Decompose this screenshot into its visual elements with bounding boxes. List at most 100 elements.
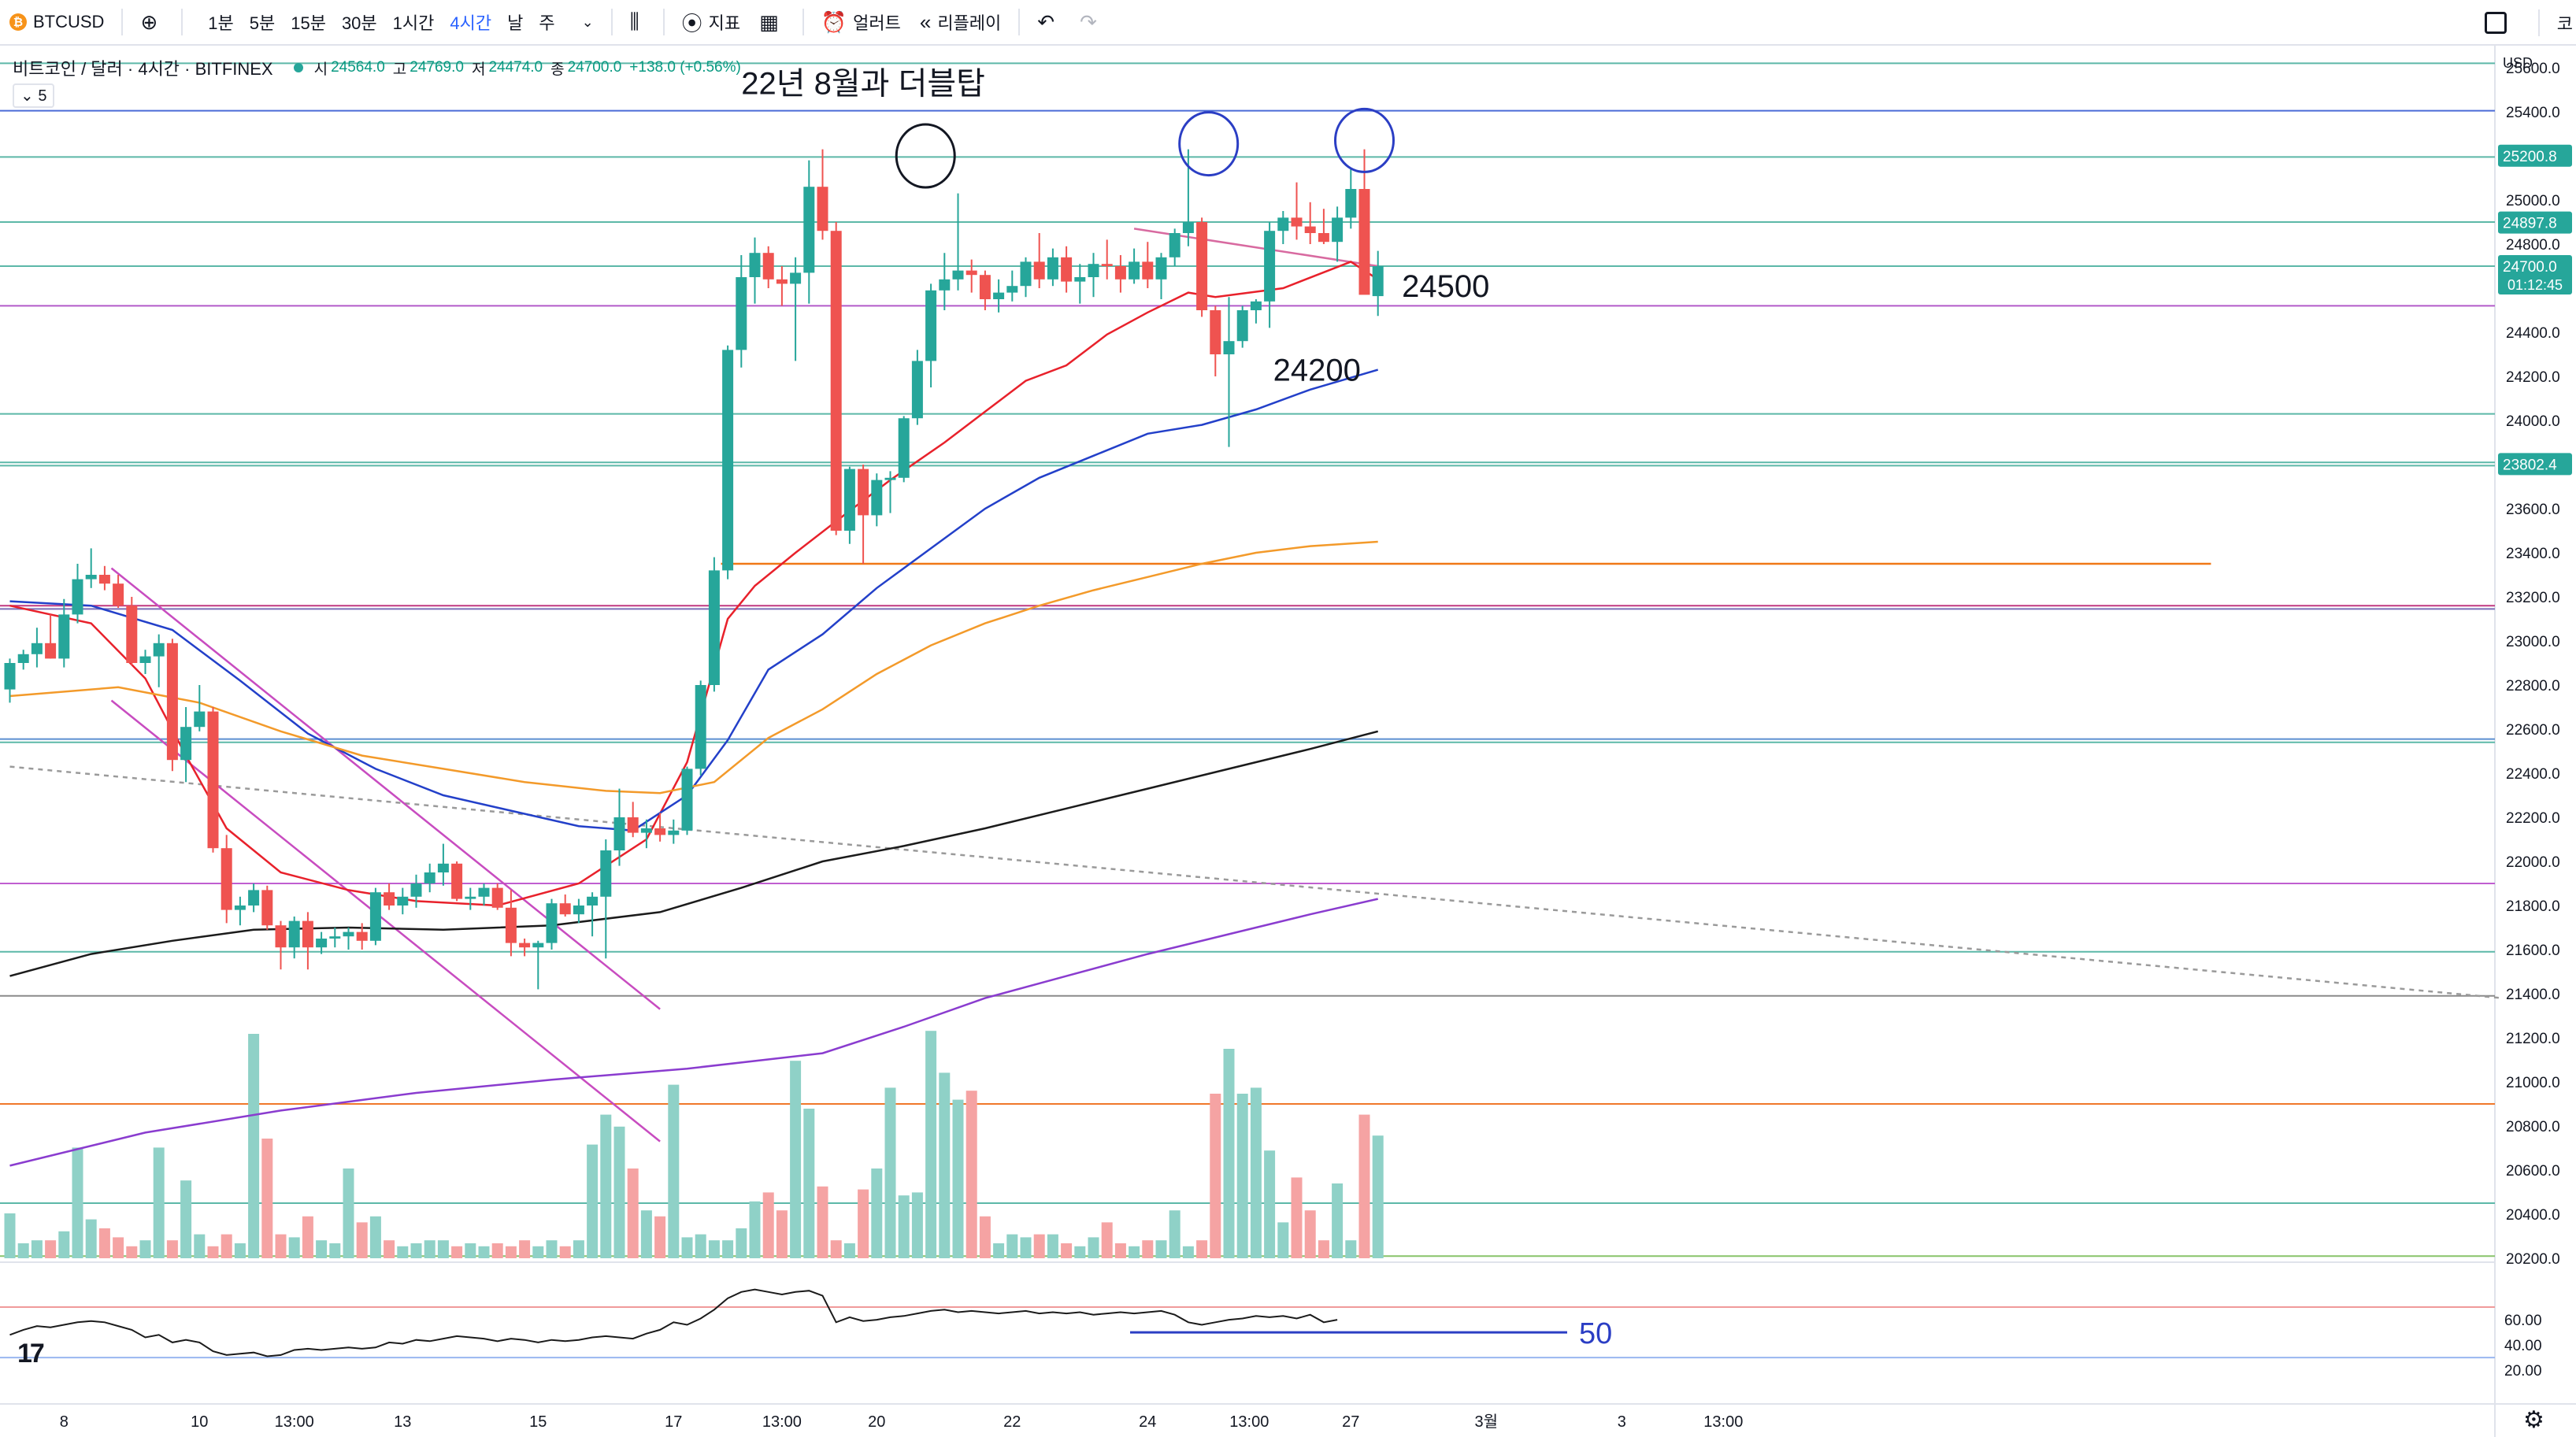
volume-bar xyxy=(627,1168,639,1258)
volume-bar xyxy=(1088,1237,1099,1258)
candle xyxy=(31,628,43,668)
volume-bar xyxy=(966,1091,977,1258)
volume-bar xyxy=(491,1243,503,1258)
price-tick-label: 21200.0 xyxy=(2506,1031,2560,1047)
low-label: 저 xyxy=(471,61,486,78)
chevron-down-icon: ⌄ xyxy=(581,13,594,30)
volume-bar xyxy=(180,1180,192,1258)
candle xyxy=(45,614,57,659)
candle xyxy=(58,598,70,668)
volume-bar xyxy=(1182,1246,1194,1258)
candle-body xyxy=(993,292,1005,299)
candle xyxy=(85,548,97,588)
volume-bar xyxy=(1358,1114,1370,1258)
candle-body xyxy=(180,727,192,761)
price-tick-label: 24400.0 xyxy=(2506,325,2560,342)
redo-icon: ↷ xyxy=(1080,9,1097,34)
candle xyxy=(654,813,666,842)
toolbar-right: 코 xyxy=(2484,0,2576,46)
indicators-button[interactable]: ⦿ 지표 xyxy=(673,0,751,45)
candle xyxy=(898,416,910,483)
timeframe-4[interactable]: 1시간 xyxy=(392,13,435,33)
cut-off-button[interactable]: 코 xyxy=(2556,14,2573,34)
candle-body xyxy=(871,480,883,516)
volume-bar xyxy=(58,1231,70,1258)
volume-bar xyxy=(410,1243,422,1258)
price-tick-label: 24800.0 xyxy=(2506,237,2560,254)
timeframe-2[interactable]: 15분 xyxy=(291,13,326,33)
replay-button[interactable]: « 리플레이 xyxy=(910,0,1010,45)
candle-body xyxy=(668,830,680,835)
candle-body xyxy=(979,275,991,299)
undo-button[interactable]: ↶ xyxy=(1028,0,1070,45)
indicator-list-toggle[interactable]: ⌄ 5 xyxy=(13,83,55,108)
close-label: 종 xyxy=(550,61,565,78)
timeframe-7[interactable]: 주 xyxy=(539,13,555,33)
volume-bar xyxy=(505,1246,517,1258)
timeframe-1[interactable]: 5분 xyxy=(249,13,276,33)
timeframe-6[interactable]: 날 xyxy=(507,13,524,33)
candle xyxy=(4,658,16,703)
price-tick-label: 22600.0 xyxy=(2506,722,2560,739)
volume-bar xyxy=(722,1240,734,1258)
price-tick-label: 22000.0 xyxy=(2506,854,2560,871)
candle xyxy=(437,843,449,886)
alert-button[interactable]: ⏰ 얼러트 xyxy=(812,0,910,45)
volume-bar xyxy=(1345,1240,1357,1258)
candle-body xyxy=(776,279,788,284)
candle-body xyxy=(573,906,584,915)
candle-body xyxy=(316,939,328,948)
candle xyxy=(1047,248,1058,287)
volume-bar xyxy=(1114,1243,1126,1258)
symbol-search[interactable]: ₿ BTCUSD xyxy=(0,0,113,45)
candle-body xyxy=(1250,301,1262,310)
volume-bar xyxy=(397,1246,409,1258)
timeframe-dropdown-button[interactable]: ⌄ xyxy=(573,0,603,45)
candle-body xyxy=(384,892,395,906)
candle-body xyxy=(898,418,910,478)
candle xyxy=(613,788,625,866)
candle-body xyxy=(1304,226,1316,233)
fullscreen-toggle-button[interactable] xyxy=(2484,12,2507,34)
candle-body xyxy=(465,896,476,899)
trend-line-2 xyxy=(110,567,661,1010)
candle xyxy=(573,898,584,924)
gear-icon[interactable]: ⚙ xyxy=(2523,1407,2544,1433)
tradingview-logo[interactable]: 17 xyxy=(17,1339,45,1368)
volume-bar xyxy=(275,1234,287,1258)
volume-bar xyxy=(1372,1135,1384,1258)
candle xyxy=(207,707,219,853)
volume-bar xyxy=(911,1192,923,1258)
candle-body xyxy=(1318,233,1329,243)
candle xyxy=(505,890,517,957)
toolbar-divider xyxy=(181,9,183,35)
volume-bar xyxy=(640,1210,652,1258)
candle-body xyxy=(58,614,70,659)
candle-body xyxy=(911,361,923,419)
chart-type-button[interactable]: ⫼ xyxy=(621,0,655,45)
redo-button[interactable]: ↷ xyxy=(1070,0,1113,45)
annotation-text-0: 22년 8월과 더블탑 xyxy=(741,67,985,102)
volume-bar xyxy=(139,1240,151,1258)
price-tick-label: 25600.0 xyxy=(2506,61,2560,77)
volume-bar xyxy=(126,1246,138,1258)
volume-bar xyxy=(1332,1183,1344,1258)
candle-body xyxy=(221,848,232,910)
axis-currency-label[interactable]: USD xyxy=(2503,55,2533,71)
candle xyxy=(640,819,652,849)
candle-body xyxy=(31,643,43,654)
timeframe-0[interactable]: 1분 xyxy=(208,13,234,33)
candle-body xyxy=(939,279,951,291)
compare-add-button[interactable]: ⊕ xyxy=(131,0,173,45)
volume-bar xyxy=(1277,1222,1289,1258)
volume-bar xyxy=(1006,1234,1018,1258)
price-tick-label: 22400.0 xyxy=(2506,766,2560,783)
candle-body xyxy=(343,931,354,937)
timeframe-5[interactable]: 4시간 xyxy=(450,13,492,33)
layouts-button[interactable]: ▦ xyxy=(750,0,795,45)
timeframe-3[interactable]: 30분 xyxy=(341,13,377,33)
candle-body xyxy=(275,925,287,948)
candle xyxy=(532,940,544,990)
candle xyxy=(166,639,178,772)
